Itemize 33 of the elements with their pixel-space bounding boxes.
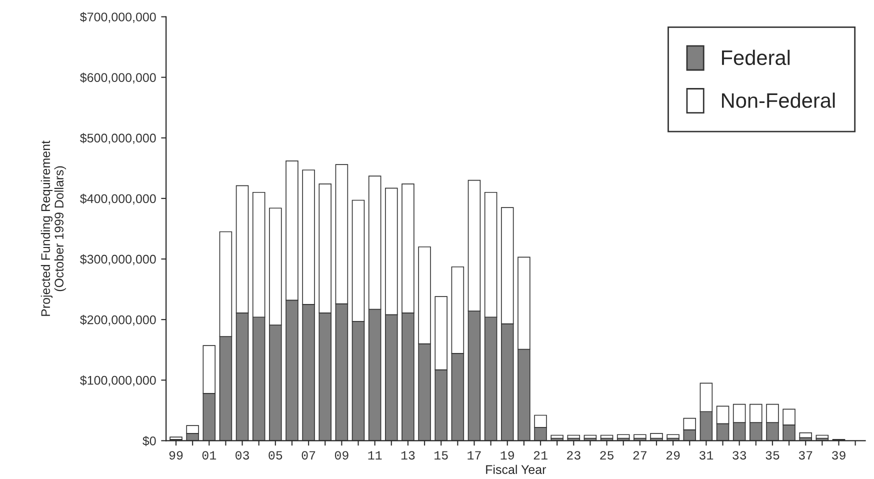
x-tick-label: 17: [468, 451, 481, 460]
x-tick-label: 05: [268, 451, 282, 460]
legend-label: Federal: [722, 50, 790, 66]
x-tick-label: 01: [202, 451, 216, 460]
x-tick-label: 99: [169, 451, 183, 460]
y-tick-label: $200,000,000: [80, 314, 156, 326]
y-tick-label: $600,000,000: [80, 72, 156, 84]
x-tick-label: 25: [600, 451, 614, 460]
x-tick-label: 23: [567, 451, 580, 460]
y-tick-label: $700,000,000: [80, 12, 156, 23]
x-tick-label: 09: [334, 451, 348, 460]
x-tick-label: 37: [798, 451, 812, 460]
x-axis-title: Fiscal Year: [486, 464, 546, 474]
y-tick-label: $100,000,000: [80, 375, 156, 386]
x-tick-label: 11: [368, 451, 382, 460]
x-tick-label: 15: [434, 451, 448, 460]
x-tick-label: 29: [666, 451, 680, 460]
x-tick-label: 39: [832, 451, 846, 460]
legend-label: Non-Federal: [722, 92, 835, 108]
y-tick-label: $500,000,000: [80, 133, 156, 144]
x-tick-label: 35: [766, 451, 780, 460]
y-axis-title: Projected Funding Requirement (October 1999 Dollars): [40, 140, 66, 316]
x-tick-label: 27: [633, 451, 646, 460]
y-tick-label: $300,000,000: [80, 254, 156, 266]
x-tick-label: 33: [732, 451, 746, 460]
y-tick-label: $400,000,000: [80, 194, 156, 205]
y-tick-label: $0: [142, 436, 156, 446]
x-tick-label: 07: [302, 451, 316, 460]
x-tick-label: 13: [401, 451, 415, 460]
x-tick-label: 03: [236, 451, 249, 460]
x-tick-label: 19: [500, 451, 514, 460]
x-tick-label: 21: [534, 451, 548, 460]
x-tick-label: 31: [699, 451, 714, 460]
